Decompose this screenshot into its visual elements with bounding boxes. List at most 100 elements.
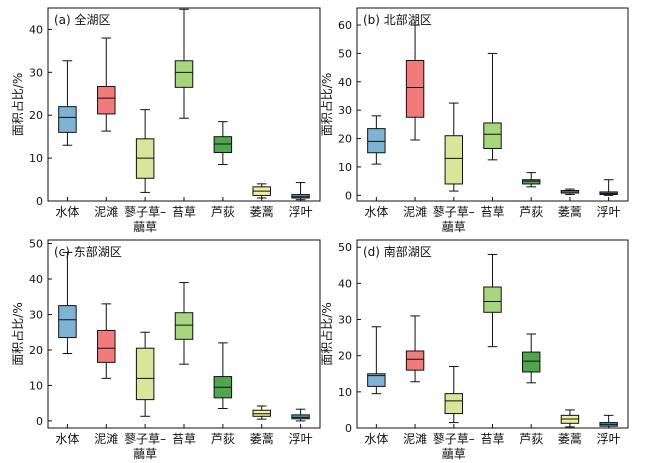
y-tick-label: 40 [29, 273, 43, 286]
box-iqr [405, 60, 425, 118]
box-浮叶 [291, 408, 310, 422]
y-tick-label: 30 [29, 308, 43, 321]
box-蓼子草– [135, 331, 155, 417]
box-iqr [444, 393, 463, 415]
box-iqr [174, 312, 194, 340]
y-tick-label: 10 [338, 386, 352, 399]
box-iqr [483, 122, 502, 149]
x-tick-label: 苔草 [480, 205, 504, 219]
box-苔草 [483, 52, 502, 161]
chart-panel-3: 0 10 20 30 40 50 水体 泥滩 蓼子草–虉草 苔草 芦荻 萎蒿 浮叶 面积占比/% (c) 东… [10, 238, 321, 461]
box-iqr [135, 347, 155, 401]
x-tick-label: 泥滩 [94, 205, 118, 219]
x-tick-label: 萎蒿 [558, 432, 582, 446]
y-axis-label: 面积占比/% [10, 73, 25, 136]
box-iqr [405, 350, 425, 371]
y-tick-label: 40 [338, 76, 352, 89]
x-tick-label: 浮叶 [289, 205, 313, 219]
y-tick-label: 60 [338, 19, 352, 32]
y-tick-label: 0 [36, 195, 43, 208]
y-tick-label: 50 [29, 238, 43, 251]
box-iqr [522, 351, 541, 373]
box-iqr [367, 128, 386, 154]
box-浮叶 [291, 182, 310, 201]
x-tick-label: 蓼子草– [433, 205, 475, 219]
box-芦荻 [213, 121, 233, 166]
y-tick-label: 30 [29, 66, 43, 79]
x-tick-label: 浮叶 [597, 205, 621, 219]
y-tick-label: 10 [29, 379, 43, 392]
y-tick-label: 0 [36, 415, 43, 428]
panel-label: (a) 全湖区 [54, 12, 111, 27]
y-tick-label: 50 [338, 241, 352, 254]
box-芦荻 [522, 333, 541, 384]
box-芦荻 [213, 342, 233, 409]
panel-label: (c) 东部湖区 [54, 244, 122, 259]
x-tick-label: 芦荻 [211, 432, 235, 446]
x-tick-label: 芦荻 [519, 432, 543, 446]
y-tick-label: 50 [338, 47, 352, 60]
x-tick-label: 萎蒿 [250, 432, 274, 446]
x-tick-label: 蓼子草– [124, 205, 166, 219]
x-tick-label: 浮叶 [597, 432, 621, 446]
y-axis-label: 面积占比/% [319, 302, 334, 365]
box-萎蒿 [252, 405, 271, 420]
chart-panel-1: 0 10 20 30 40 水体 泥滩 蓼子草–虉草 苔草 芦荻 萎蒿 浮叶 面积占比/% (a) 全湖区 [10, 7, 321, 234]
box-iqr [483, 286, 502, 313]
box-蓼子草– [444, 366, 463, 424]
x-tick-label: 蓼子草– [433, 432, 475, 446]
x-tick-label: 水体 [364, 432, 388, 446]
box-苔草 [483, 253, 502, 348]
x-tick-label: 泥滩 [94, 432, 118, 446]
y-tick-label: 20 [29, 344, 43, 357]
box-萎蒿 [252, 183, 271, 199]
box-iqr [97, 329, 116, 363]
box-iqr [97, 85, 116, 115]
box-iqr [213, 136, 233, 154]
box-水体 [367, 326, 386, 395]
box-苔草 [174, 282, 194, 365]
y-tick-label: 20 [338, 350, 352, 363]
x-tick-label: 苔草 [172, 205, 196, 219]
x-tick-sublabel: 虉草 [442, 220, 466, 234]
x-tick-label: 浮叶 [289, 432, 313, 446]
x-tick-label: 萎蒿 [558, 205, 582, 219]
y-axis-label: 面积占比/% [319, 73, 334, 136]
x-tick-sublabel: 虉草 [133, 220, 157, 234]
panel-label: (d) 南部湖区 [363, 244, 432, 259]
y-tick-label: 0 [345, 189, 352, 202]
box-苔草 [174, 8, 194, 119]
y-tick-label: 30 [338, 314, 352, 327]
box-水体 [58, 251, 77, 355]
box-水体 [367, 115, 386, 165]
x-tick-label: 芦荻 [519, 205, 543, 219]
box-iqr [58, 106, 77, 133]
y-tick-label: 20 [338, 133, 352, 146]
y-tick-label: 10 [338, 161, 352, 174]
box-iqr [522, 179, 541, 185]
x-tick-label: 苔草 [480, 432, 504, 446]
box-蓼子草– [135, 109, 155, 193]
box-浮叶 [599, 179, 618, 196]
y-tick-label: 40 [338, 277, 352, 290]
x-tick-sublabel: 虉草 [442, 447, 466, 461]
x-tick-label: 泥滩 [403, 205, 427, 219]
x-tick-sublabel: 虉草 [133, 447, 157, 461]
box-iqr [174, 60, 194, 88]
x-tick-label: 水体 [364, 205, 388, 219]
y-axis-label: 面积占比/% [10, 302, 25, 365]
box-泥滩 [97, 37, 116, 132]
y-tick-label: 10 [29, 152, 43, 165]
box-iqr [444, 135, 463, 185]
box-泥滩 [405, 315, 425, 383]
x-tick-label: 苔草 [172, 432, 196, 446]
y-tick-label: 20 [29, 109, 43, 122]
box-萎蒿 [560, 409, 580, 428]
box-iqr [291, 414, 310, 420]
box-泥滩 [97, 303, 116, 379]
y-tick-label: 40 [29, 23, 43, 36]
box-泥滩 [405, 24, 425, 141]
